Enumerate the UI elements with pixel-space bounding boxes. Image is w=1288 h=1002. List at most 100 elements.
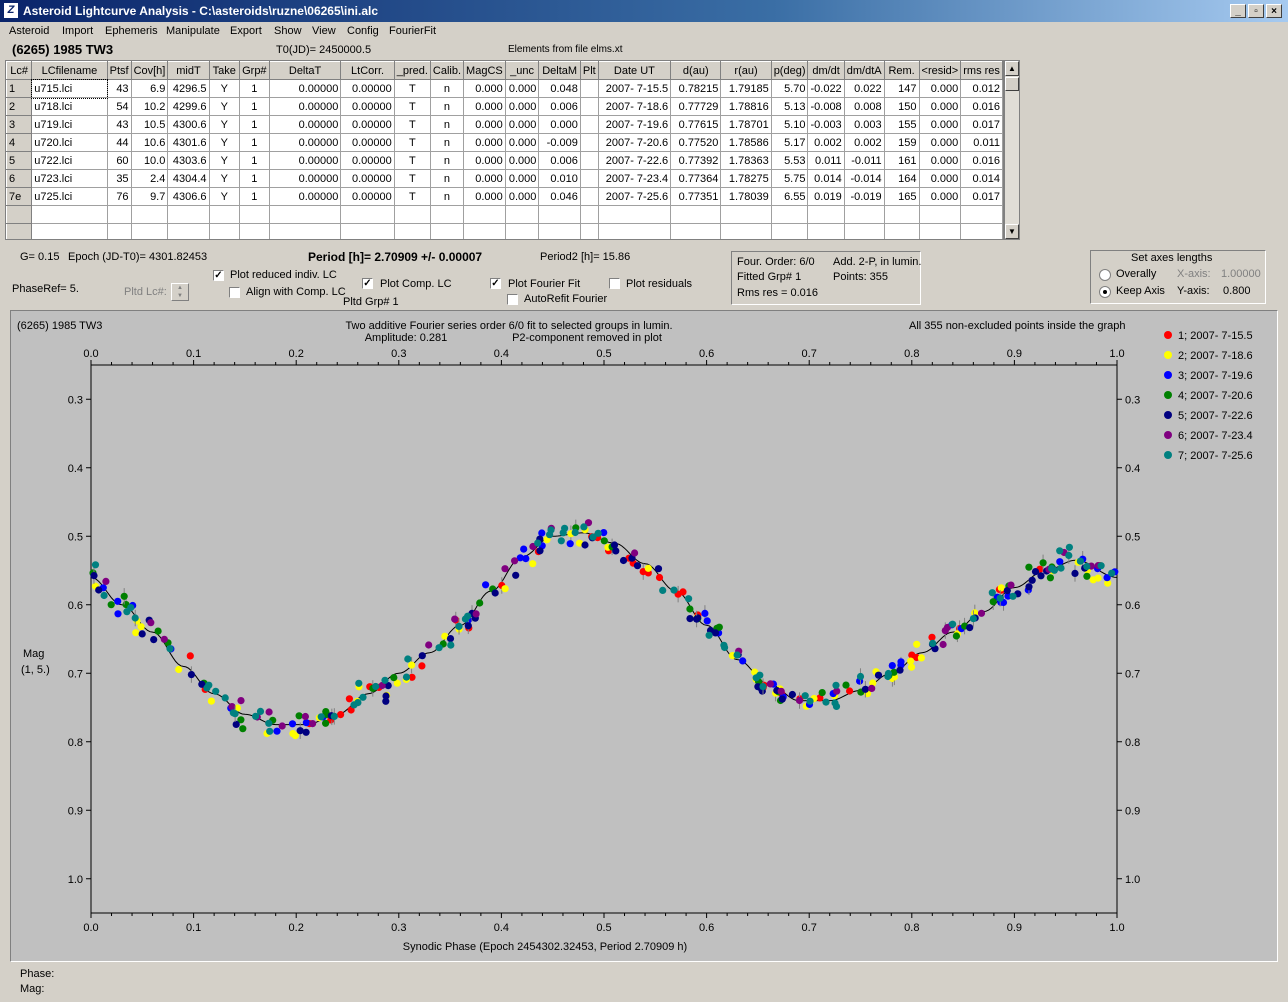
menu-manipulate[interactable]: Manipulate	[166, 25, 220, 37]
table-cell[interactable]: 5.17	[771, 133, 809, 152]
table-cell[interactable]: 35	[107, 169, 132, 188]
table-cell[interactable]: 5.75	[771, 169, 809, 188]
menu-asteroid[interactable]: Asteroid	[9, 25, 50, 37]
table-cell[interactable]	[167, 205, 210, 224]
table-cell[interactable]: 0.017	[960, 187, 1003, 206]
x-axis-value[interactable]: 1.00000	[1221, 268, 1261, 280]
table-cell[interactable]: n	[430, 79, 465, 98]
table-cell[interactable]: u725.lci	[31, 187, 108, 206]
table-cell[interactable]: 1.78586	[720, 133, 772, 152]
table-cell[interactable]	[340, 223, 395, 239]
table-cell[interactable]: 0.019	[807, 187, 845, 206]
table-cell[interactable]	[538, 223, 581, 239]
table-cell[interactable]: -0.014	[844, 169, 885, 188]
table-cell[interactable]: 5.70	[771, 79, 809, 98]
table-cell[interactable]	[884, 223, 920, 239]
table-cell[interactable]: 1.78816	[720, 97, 772, 116]
table-cell[interactable]	[430, 205, 465, 224]
table-cell[interactable]: 44	[107, 133, 132, 152]
maximize-button[interactable]: ▫	[1248, 4, 1264, 18]
table-scrollbar[interactable]: ▲ ▼	[1004, 60, 1020, 240]
row-header[interactable]	[6, 205, 33, 224]
table-cell[interactable]: 0.016	[960, 151, 1003, 170]
table-cell[interactable]: 0.000	[463, 187, 506, 206]
table-cell[interactable]: 76	[107, 187, 132, 206]
table-cell[interactable]: 0.000	[919, 97, 962, 116]
column-header[interactable]: Ptsf	[106, 61, 132, 80]
table-cell[interactable]	[538, 205, 581, 224]
table-cell[interactable]	[807, 205, 845, 224]
table-cell[interactable]	[960, 223, 1003, 239]
table-cell[interactable]: n	[430, 133, 465, 152]
table-cell[interactable]	[580, 187, 599, 206]
table-cell[interactable]: 0.000	[463, 151, 506, 170]
y-axis-value[interactable]: 0.800	[1223, 285, 1251, 297]
column-header[interactable]: Rem.	[883, 61, 920, 80]
table-cell[interactable]: 0.000	[463, 97, 506, 116]
table-cell[interactable]: 2007- 7-19.6	[598, 115, 672, 134]
table-cell[interactable]: 1.78275	[720, 169, 772, 188]
table-cell[interactable]: 0.000	[919, 169, 962, 188]
table-cell[interactable]: 161	[884, 151, 920, 170]
table-cell[interactable]: 10.6	[131, 133, 169, 152]
column-header[interactable]: <resid>	[918, 61, 962, 80]
table-cell[interactable]	[209, 223, 240, 239]
table-cell[interactable]	[107, 223, 132, 239]
table-cell[interactable]: 2007- 7-22.6	[598, 151, 672, 170]
table-cell[interactable]	[340, 205, 395, 224]
column-header[interactable]: r(au)	[720, 61, 772, 80]
table-cell[interactable]: 4306.6	[167, 187, 210, 206]
column-header[interactable]: Lc#	[6, 61, 33, 80]
menu-export[interactable]: Export	[230, 25, 262, 37]
row-header[interactable]: 1	[6, 79, 33, 98]
table-cell[interactable]: 5.10	[771, 115, 809, 134]
table-cell[interactable]	[844, 205, 885, 224]
table-cell[interactable]	[463, 205, 506, 224]
table-cell[interactable]: 0.006	[538, 97, 581, 116]
table-cell[interactable]: 0.77351	[670, 187, 722, 206]
table-cell[interactable]	[580, 205, 599, 224]
column-header[interactable]: rms res	[960, 61, 1003, 80]
table-cell[interactable]: 4303.6	[167, 151, 210, 170]
table-cell[interactable]: 43	[107, 79, 132, 98]
table-cell[interactable]: Y	[209, 169, 240, 188]
table-cell[interactable]: 0.00000	[340, 169, 395, 188]
row-header[interactable]: 7e	[6, 187, 33, 206]
table-cell[interactable]: u718.lci	[31, 97, 108, 116]
table-cell[interactable]: 0.000	[505, 133, 540, 152]
pltd-lc-spinner[interactable]: ▲ ▼	[171, 283, 189, 301]
table-cell[interactable]: 4304.4	[167, 169, 210, 188]
table-cell[interactable]: n	[430, 115, 465, 134]
table-cell[interactable]: 2007- 7-23.4	[598, 169, 672, 188]
table-cell[interactable]: 9.7	[131, 187, 169, 206]
menu-fourierfit[interactable]: FourierFit	[389, 25, 437, 37]
table-cell[interactable]: T	[394, 79, 431, 98]
table-cell[interactable]: 0.00000	[269, 187, 342, 206]
row-header[interactable]: 3	[6, 115, 33, 134]
table-cell[interactable]	[919, 223, 962, 239]
table-cell[interactable]: 0.00000	[340, 187, 395, 206]
row-header[interactable]	[6, 223, 33, 239]
column-header[interactable]: Grp#	[238, 61, 270, 80]
table-cell[interactable]: 1	[239, 79, 270, 98]
table-cell[interactable]: 0.77364	[670, 169, 722, 188]
lightcurve-chart[interactable]: 0.0 0.0 0.1 0.1 0.2 0.2 0.3 0.3 0.4 0.4 0.5 0.5 0.6 0…	[11, 311, 1277, 961]
table-cell[interactable]: 0.00000	[340, 133, 395, 152]
table-cell[interactable]: 10.2	[131, 97, 169, 116]
table-cell[interactable]: 1.79185	[720, 79, 772, 98]
table-cell[interactable]: 0.016	[960, 97, 1003, 116]
table-cell[interactable]: Y	[209, 151, 240, 170]
table-cell[interactable]	[269, 223, 342, 239]
column-header[interactable]: Date UT	[597, 61, 672, 80]
table-cell[interactable]	[771, 205, 809, 224]
plot-residuals-checkbox[interactable]	[609, 278, 620, 289]
table-cell[interactable]: 0.000	[919, 115, 962, 134]
table-cell[interactable]	[960, 205, 1003, 224]
table-cell[interactable]	[580, 97, 599, 116]
column-header[interactable]: Cov[h]	[130, 61, 169, 80]
table-cell[interactable]: 0.77615	[670, 115, 722, 134]
table-cell[interactable]	[107, 205, 132, 224]
table-cell[interactable]: 0.00000	[340, 97, 395, 116]
table-cell[interactable]	[505, 223, 540, 239]
